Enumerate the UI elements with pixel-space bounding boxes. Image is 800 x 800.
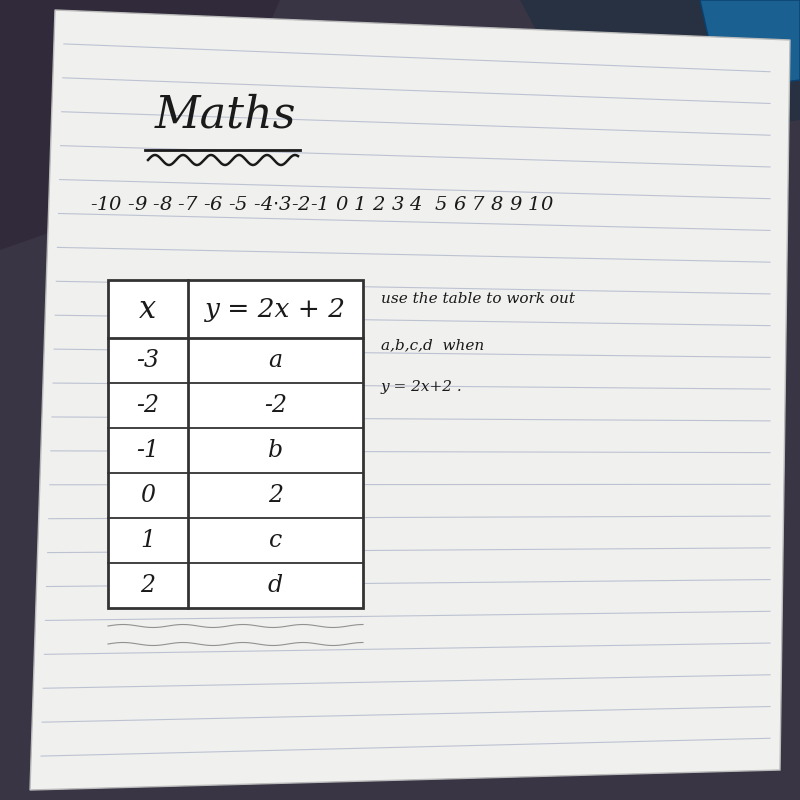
Text: d: d xyxy=(268,574,283,597)
Text: -1: -1 xyxy=(137,439,159,462)
Text: 2: 2 xyxy=(268,484,283,507)
Polygon shape xyxy=(0,0,280,250)
Text: use the table to work out: use the table to work out xyxy=(381,292,575,306)
Text: a,b,c,d  when: a,b,c,d when xyxy=(381,338,484,352)
Text: y = 2x + 2: y = 2x + 2 xyxy=(205,297,346,322)
Text: -3: -3 xyxy=(137,349,159,372)
Text: y = 2x+2 .: y = 2x+2 . xyxy=(381,380,462,394)
Text: 2: 2 xyxy=(141,574,155,597)
Bar xyxy=(108,280,363,608)
Text: c: c xyxy=(269,529,282,552)
Polygon shape xyxy=(30,10,790,790)
Polygon shape xyxy=(520,0,800,150)
Text: a: a xyxy=(269,349,282,372)
Text: Maths: Maths xyxy=(155,94,297,137)
Text: 1: 1 xyxy=(141,529,155,552)
Text: -2: -2 xyxy=(137,394,159,417)
Polygon shape xyxy=(700,0,800,90)
Text: b: b xyxy=(268,439,283,462)
Text: x: x xyxy=(139,294,157,325)
Text: -10 -9 -8 -7 -6 -5 -4$\cdot$3-2-1 0 1 2 3 4  5 6 7 8 9 10: -10 -9 -8 -7 -6 -5 -4$\cdot$3-2-1 0 1 2 … xyxy=(90,196,554,214)
Text: 0: 0 xyxy=(141,484,155,507)
Text: -2: -2 xyxy=(264,394,287,417)
